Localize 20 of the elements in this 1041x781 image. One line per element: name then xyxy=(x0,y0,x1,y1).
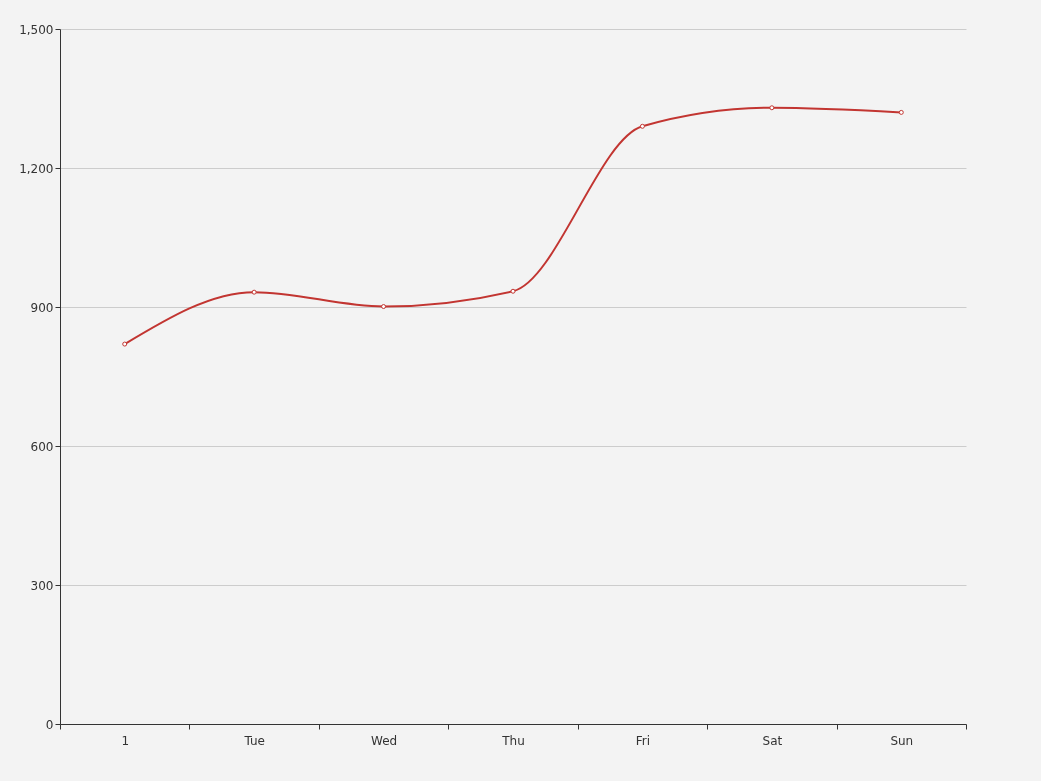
x-tick-label: Sat xyxy=(762,733,783,748)
x-tick-label: Tue xyxy=(243,733,265,748)
point xyxy=(381,304,387,310)
point xyxy=(898,109,904,115)
y-tick-label: 300 xyxy=(30,578,54,593)
point xyxy=(122,341,128,347)
point xyxy=(510,288,516,294)
x-tick-label: Wed xyxy=(370,733,398,748)
y-tick-label: 0 xyxy=(45,717,54,732)
x-tick-label: Sun xyxy=(890,733,914,748)
y-tick-label: 1,500 xyxy=(19,22,54,37)
x-tick-label: Thu xyxy=(501,733,525,748)
x-tick-label: Fri xyxy=(635,733,651,748)
y-tick-label: 1,200 xyxy=(19,161,54,176)
point xyxy=(251,289,257,295)
y-tick-label: 900 xyxy=(30,300,54,315)
point xyxy=(639,123,645,129)
point xyxy=(769,105,775,111)
x-tick-label: 1 xyxy=(121,733,130,748)
y-tick-label: 600 xyxy=(30,439,54,454)
